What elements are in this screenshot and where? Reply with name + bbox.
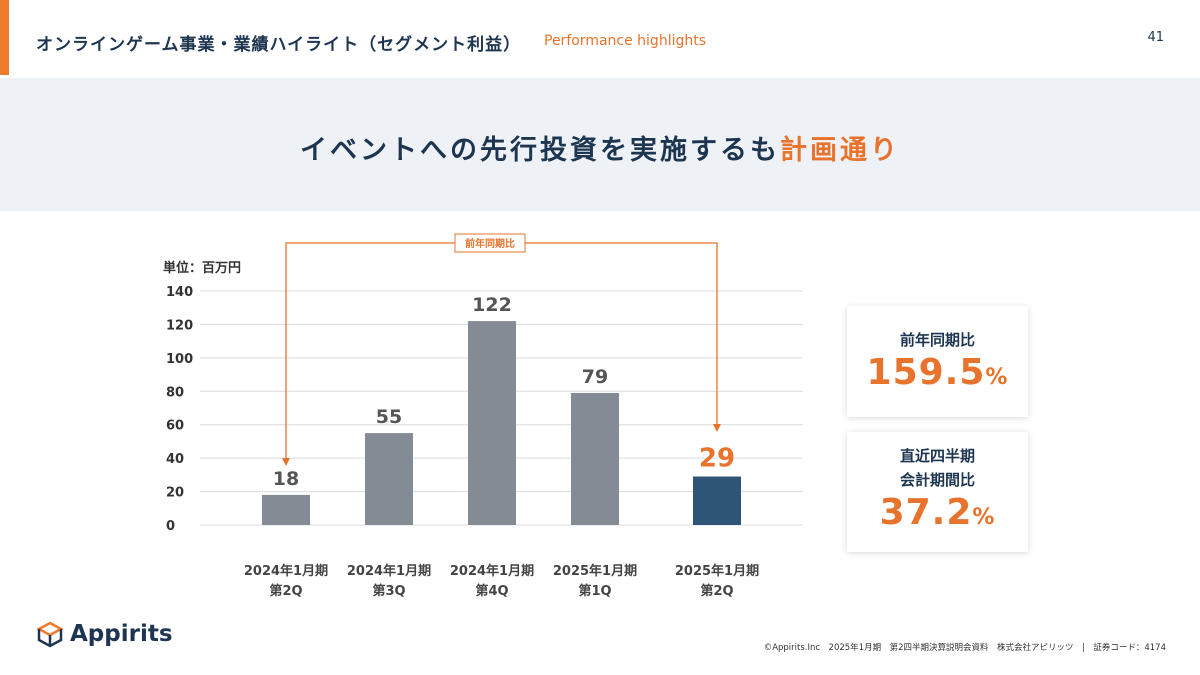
yoy-value: 159.5% bbox=[866, 352, 1009, 393]
y-tick-label: 120 bbox=[166, 318, 193, 333]
qoq-card: 直近四半期 会計期間比 37.2% bbox=[847, 432, 1028, 552]
unit-label: 単位：百万円 bbox=[163, 260, 241, 276]
data-label: 29 bbox=[699, 444, 735, 474]
y-tick-label: 0 bbox=[166, 519, 175, 534]
cube-icon bbox=[36, 621, 64, 648]
y-tick-label: 40 bbox=[166, 452, 184, 467]
data-label: 55 bbox=[376, 406, 402, 428]
page-number: 41 bbox=[1147, 30, 1164, 45]
x-tick-label: 第2Q bbox=[269, 583, 302, 599]
x-tick-label: 第2Q bbox=[700, 583, 733, 599]
bar bbox=[693, 476, 741, 525]
x-tick-label: 第3Q bbox=[372, 583, 405, 599]
headline-band bbox=[0, 78, 1200, 211]
qoq-value: 37.2% bbox=[879, 492, 996, 533]
annotation-box bbox=[454, 233, 526, 253]
y-tick-label: 140 bbox=[166, 285, 193, 300]
footer-text: ©Appirits.Inc 2025年1月期 第2四半期決算説明会資料 株式会社… bbox=[763, 643, 1166, 653]
y-tick-label: 100 bbox=[166, 352, 193, 367]
bar bbox=[468, 321, 516, 525]
x-tick-label: 2024年1月期 bbox=[450, 563, 534, 579]
data-label: 79 bbox=[582, 366, 608, 388]
x-tick-label: 2025年1月期 bbox=[675, 563, 759, 579]
company-logo: Appirits bbox=[36, 620, 173, 648]
page-subtitle: Performance highlights bbox=[544, 33, 707, 49]
headline: イベントへの先行投資を実施するも計画通り bbox=[0, 128, 1200, 167]
bar bbox=[571, 392, 619, 525]
x-tick-label: 2024年1月期 bbox=[347, 563, 431, 579]
y-tick-label: 20 bbox=[166, 486, 184, 501]
yoy-card: 前年同期比 159.5% bbox=[847, 306, 1028, 417]
x-tick-label: 2025年1月期 bbox=[553, 563, 637, 579]
arrow-head bbox=[713, 424, 721, 432]
bar bbox=[262, 494, 310, 525]
accent-bar bbox=[0, 0, 9, 75]
x-tick-label: 第1Q bbox=[578, 583, 611, 599]
headline-highlight: 計画通り bbox=[780, 135, 900, 166]
data-label: 122 bbox=[472, 294, 512, 316]
x-tick-label: 第4Q bbox=[475, 583, 508, 599]
y-tick-label: 80 bbox=[166, 385, 184, 400]
arrow-head bbox=[282, 458, 290, 466]
bar bbox=[365, 433, 413, 525]
headline-main: イベントへの先行投資を実施するも bbox=[300, 135, 780, 166]
x-tick-label: 2024年1月期 bbox=[244, 563, 328, 579]
yoy-label: 前年同期比 bbox=[899, 331, 975, 349]
qoq-label: 直近四半期 会計期間比 bbox=[899, 447, 975, 489]
y-tick-label: 60 bbox=[166, 419, 184, 434]
annotation-label: 前年同期比 bbox=[465, 237, 515, 250]
page-title: オンラインゲーム事業・業績ハイライト（セグメント利益） bbox=[36, 35, 522, 55]
data-label: 18 bbox=[273, 468, 299, 490]
logo-text: Appirits bbox=[70, 621, 173, 647]
